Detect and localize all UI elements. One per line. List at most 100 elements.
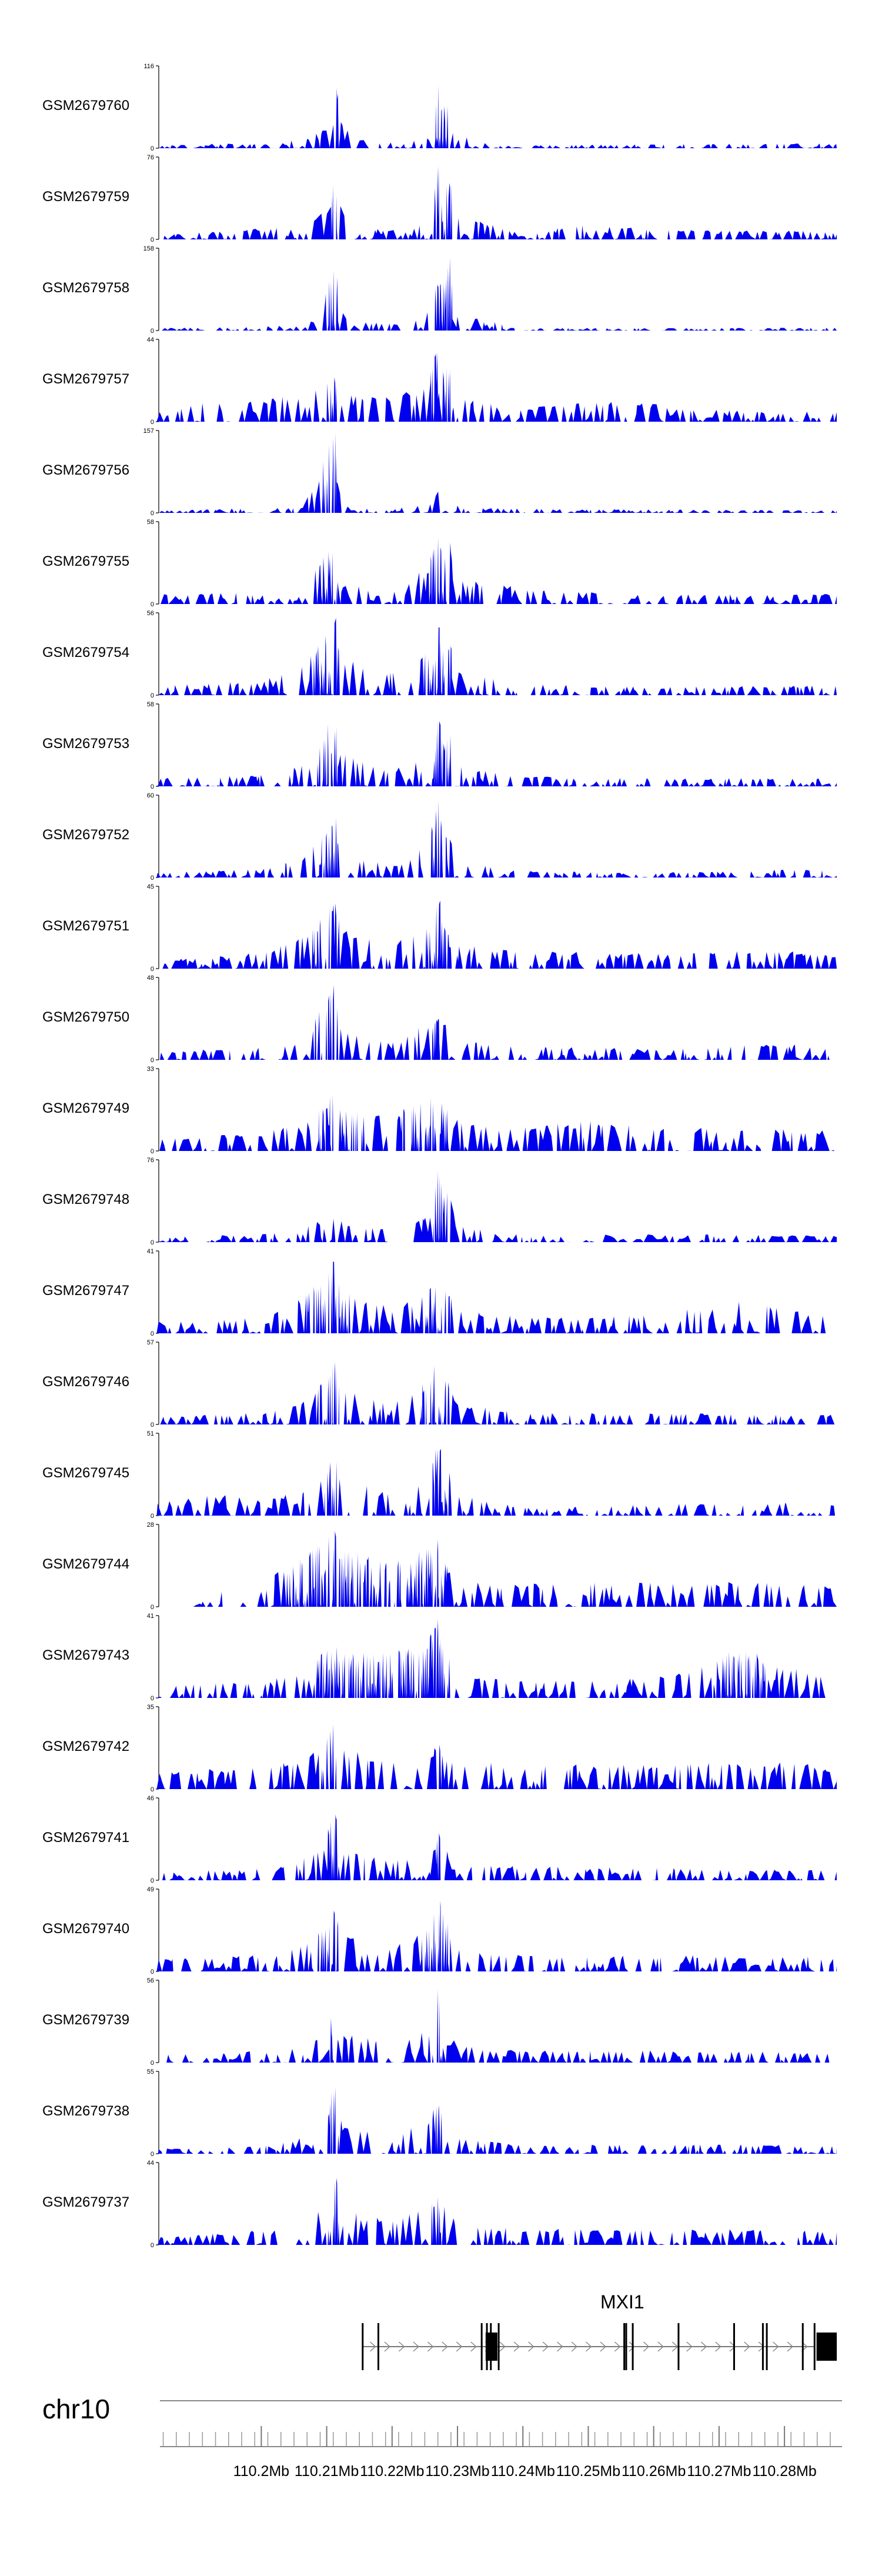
coverage-area bbox=[156, 985, 837, 1060]
track-label: GSM2679751 bbox=[42, 918, 129, 934]
gene-model: MXI1 bbox=[362, 2291, 837, 2370]
tick-label: 110.26Mb bbox=[622, 2463, 686, 2480]
y-zero-label: 0 bbox=[151, 1877, 154, 1884]
track-GSM2679741: GSM2679741 46 0 bbox=[42, 1795, 837, 1884]
terminal-exon-block bbox=[816, 2333, 837, 2361]
y-max-label: 76 bbox=[147, 154, 154, 161]
y-max-label: 48 bbox=[147, 975, 154, 982]
y-max-label: 51 bbox=[147, 1430, 154, 1437]
y-max-label: 28 bbox=[147, 1521, 154, 1529]
chromosome-label: chr10 bbox=[42, 2394, 110, 2424]
strand-arrow bbox=[513, 2341, 520, 2352]
track-GSM2679752: GSM2679752 60 0 bbox=[42, 792, 837, 882]
strand-arrow bbox=[643, 2341, 650, 2352]
track-GSM2679759: GSM2679759 76 0 bbox=[42, 154, 837, 243]
track-GSM2679742: GSM2679742 35 0 bbox=[42, 1704, 837, 1793]
strand-arrow bbox=[700, 2341, 707, 2352]
track-GSM2679757: GSM2679757 44 0 bbox=[42, 336, 837, 426]
track-label: GSM2679742 bbox=[42, 1739, 129, 1754]
track-GSM2679753: GSM2679753 58 0 bbox=[42, 701, 837, 790]
y-max-label: 57 bbox=[147, 1339, 154, 1346]
track-label: GSM2679750 bbox=[42, 1009, 129, 1025]
tick-label: 110.25Mb bbox=[556, 2463, 620, 2480]
track-GSM2679739: GSM2679739 56 0 bbox=[42, 1977, 837, 2067]
y-zero-label: 0 bbox=[151, 1330, 154, 1337]
track-GSM2679758: GSM2679758 158 0 bbox=[42, 245, 837, 335]
genome-axis: chr10 110.2Mb 110.21Mb 110.22Mb 110.23Mb 110… bbox=[42, 2394, 842, 2480]
y-zero-label: 0 bbox=[151, 966, 154, 973]
y-zero-label: 0 bbox=[151, 2151, 154, 2158]
track-GSM2679755: GSM2679755 58 0 bbox=[42, 519, 837, 608]
coverage-area bbox=[189, 1531, 837, 1607]
coverage-area bbox=[156, 165, 837, 239]
strand-arrow bbox=[442, 2341, 448, 2352]
y-zero-label: 0 bbox=[151, 2242, 154, 2249]
strand-arrow bbox=[571, 2341, 578, 2352]
y-max-label: 33 bbox=[147, 1066, 154, 1073]
track-label: GSM2679759 bbox=[42, 189, 129, 205]
track-label: GSM2679749 bbox=[42, 1100, 129, 1116]
track-label: GSM2679747 bbox=[42, 1283, 129, 1299]
track-GSM2679740: GSM2679740 49 0 bbox=[42, 1886, 837, 1976]
strand-arrow bbox=[528, 2341, 534, 2352]
y-max-label: 157 bbox=[143, 428, 154, 435]
y-zero-label: 0 bbox=[151, 1422, 154, 1429]
track-label: GSM2679756 bbox=[42, 462, 129, 478]
track-label: GSM2679743 bbox=[42, 1647, 129, 1663]
y-max-label: 49 bbox=[147, 1886, 154, 1893]
strand-arrow bbox=[744, 2341, 750, 2352]
track-GSM2679748: GSM2679748 76 0 bbox=[42, 1157, 837, 1246]
track-label: GSM2679745 bbox=[42, 1465, 129, 1481]
coverage-area bbox=[156, 1619, 837, 1698]
tick-label: 110.28Mb bbox=[752, 2463, 816, 2480]
y-max-label: 41 bbox=[147, 1613, 154, 1620]
strand-arrow bbox=[773, 2341, 779, 2352]
y-max-label: 35 bbox=[147, 1704, 154, 1711]
strand-arrow bbox=[369, 2341, 376, 2352]
coverage-area bbox=[156, 618, 837, 695]
coverage-area bbox=[156, 1261, 837, 1333]
y-zero-label: 0 bbox=[151, 601, 154, 608]
coverage-area bbox=[156, 900, 837, 969]
y-zero-label: 0 bbox=[151, 1786, 154, 1793]
track-GSM2679746: GSM2679746 57 0 bbox=[42, 1339, 837, 1429]
strand-arrow bbox=[787, 2341, 794, 2352]
y-max-label: 55 bbox=[147, 2068, 154, 2076]
coverage-area bbox=[156, 352, 837, 422]
y-zero-label: 0 bbox=[151, 692, 154, 699]
track-label: GSM2679737 bbox=[42, 2194, 129, 2210]
y-zero-label: 0 bbox=[151, 783, 154, 790]
tick-label: 110.2Mb bbox=[233, 2463, 289, 2480]
coverage-area bbox=[156, 84, 837, 148]
strand-arrow bbox=[456, 2341, 463, 2352]
y-max-label: 46 bbox=[147, 1795, 154, 1802]
strand-arrow bbox=[542, 2341, 549, 2352]
strand-arrow bbox=[715, 2341, 721, 2352]
coverage-area bbox=[156, 2087, 837, 2154]
tick-label: 110.22Mb bbox=[360, 2463, 424, 2480]
track-GSM2679744: GSM2679744 28 0 bbox=[42, 1521, 837, 1611]
y-zero-label: 0 bbox=[151, 236, 154, 243]
y-max-label: 76 bbox=[147, 1157, 154, 1164]
track-label: GSM2679744 bbox=[42, 1556, 129, 1572]
y-zero-label: 0 bbox=[151, 419, 154, 426]
track-label: GSM2679752 bbox=[42, 827, 129, 843]
coverage-area bbox=[156, 537, 837, 604]
track-GSM2679754: GSM2679754 56 0 bbox=[42, 610, 837, 699]
coverage-area bbox=[156, 720, 837, 786]
y-zero-label: 0 bbox=[151, 1057, 154, 1064]
track-GSM2679749: GSM2679749 33 0 bbox=[42, 1066, 837, 1155]
y-max-label: 158 bbox=[143, 245, 154, 252]
y-max-label: 44 bbox=[147, 2160, 154, 2167]
strand-arrow bbox=[657, 2341, 664, 2352]
track-label: GSM2679760 bbox=[42, 98, 129, 114]
coverage-area bbox=[156, 1900, 837, 1971]
y-max-label: 116 bbox=[143, 63, 154, 70]
strand-arrow bbox=[614, 2341, 621, 2352]
tick-label: 110.24Mb bbox=[491, 2463, 555, 2480]
track-label: GSM2679757 bbox=[42, 371, 129, 387]
y-zero-label: 0 bbox=[151, 328, 154, 335]
strand-arrow bbox=[413, 2341, 419, 2352]
track-label: GSM2679758 bbox=[42, 280, 129, 296]
